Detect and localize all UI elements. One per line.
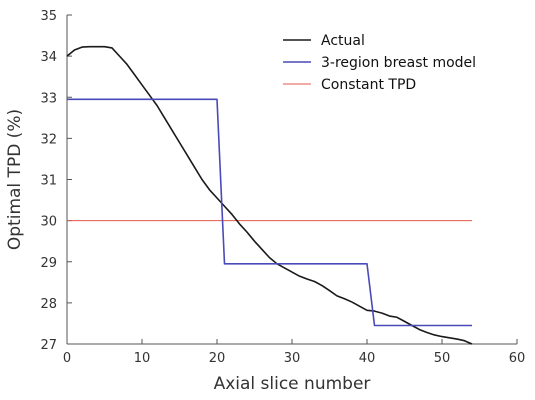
legend-label-3-region-breast-model: 3-region breast model <box>321 55 476 71</box>
y-tick-label: 28 <box>40 297 57 312</box>
y-tick-label: 34 <box>40 50 57 65</box>
plot-area <box>66 45 473 345</box>
x-tick-label: 50 <box>434 351 451 366</box>
series-line-actual <box>66 45 473 345</box>
y-axis-label: Optimal TPD (%) <box>5 109 25 250</box>
x-tick-label: 30 <box>284 351 301 366</box>
x-tick-label: 60 <box>509 351 526 366</box>
legend: Actual 3-region breast model Constant TPD <box>283 33 476 93</box>
tick-labels: 27 28 29 30 31 32 33 34 35 0 10 20 30 40 50 60 <box>40 9 525 366</box>
y-tick-label: 30 <box>40 215 57 230</box>
y-tick-label: 35 <box>40 9 57 24</box>
y-tick-label: 33 <box>40 91 57 106</box>
x-tick-label: 40 <box>359 351 376 366</box>
x-tick-label: 0 <box>63 351 71 366</box>
x-tick-label: 20 <box>209 351 226 366</box>
x-axis-label: Axial slice number <box>214 374 371 394</box>
x-tick-label: 10 <box>134 351 151 366</box>
series-line-3-region-breast-model <box>67 98 472 327</box>
y-tick-label: 32 <box>40 132 57 147</box>
legend-label-actual: Actual <box>321 33 365 49</box>
y-tick-label: 29 <box>40 256 57 271</box>
legend-label-constant-tpd: Constant TPD <box>321 77 416 93</box>
y-tick-label: 27 <box>40 338 57 353</box>
y-tick-label: 31 <box>40 174 57 189</box>
